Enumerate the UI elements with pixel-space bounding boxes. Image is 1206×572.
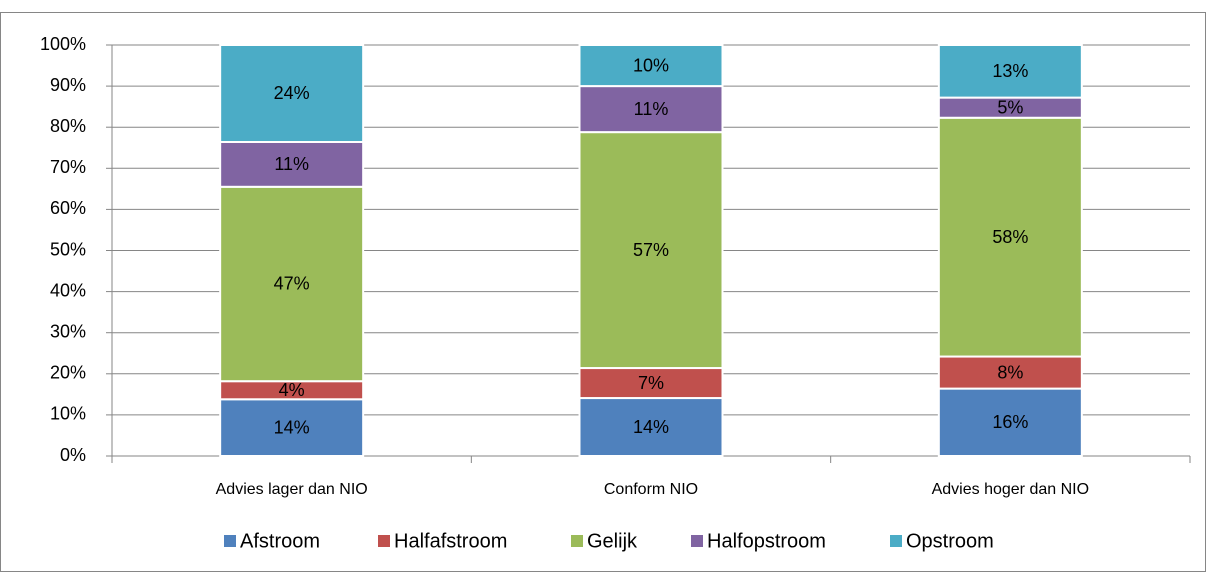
bar-segment: [937, 116, 1083, 358]
bar-segment: [937, 355, 1083, 390]
legend-swatch: [571, 535, 583, 547]
legend-label: Opstroom: [906, 530, 994, 552]
x-tick-label: Conform NIO: [604, 481, 698, 498]
x-tick-label: Advies hoger dan NIO: [932, 481, 1089, 498]
legend-label: Halfafstroom: [394, 530, 507, 552]
legend-swatch: [378, 535, 390, 547]
y-tick-label: 0%: [60, 445, 86, 465]
y-tick-label: 70%: [50, 157, 86, 177]
data-label: 11%: [274, 154, 309, 174]
data-label: 57%: [633, 240, 669, 260]
data-label: 47%: [274, 274, 310, 294]
bar-segment: [219, 44, 365, 143]
bar-segment: [578, 367, 724, 400]
data-label: 8%: [997, 362, 1023, 382]
data-label: 11%: [634, 99, 669, 119]
bar-segment: [578, 44, 724, 88]
y-tick-label: 10%: [50, 404, 86, 424]
y-tick-label: 60%: [50, 198, 86, 218]
bar-segment: [578, 131, 724, 370]
bar-segment: [578, 85, 724, 134]
legend-swatch: [890, 535, 902, 547]
bar-segment: [219, 185, 365, 383]
y-tick-label: 40%: [50, 280, 86, 300]
y-tick-label: 100%: [40, 34, 86, 54]
bar-segment: [937, 387, 1083, 458]
y-tick-label: 80%: [50, 116, 86, 136]
bar-segment: [219, 398, 365, 458]
data-label: 14%: [274, 417, 310, 437]
data-label: 58%: [992, 227, 1028, 247]
bar-segment: [578, 397, 724, 458]
bar-segment: [937, 44, 1083, 99]
data-label: 16%: [992, 412, 1028, 432]
data-label: 10%: [633, 55, 669, 75]
legend-label: Halfopstroom: [707, 530, 826, 552]
data-label: 7%: [638, 373, 664, 393]
y-tick-label: 30%: [50, 321, 86, 341]
data-label: 13%: [992, 61, 1028, 81]
legend-label: Gelijk: [587, 530, 638, 552]
data-label: 5%: [997, 97, 1023, 117]
legend-swatch: [224, 535, 236, 547]
legend-swatch: [691, 535, 703, 547]
y-tick-label: 20%: [50, 363, 86, 383]
legend-label: Afstroom: [240, 530, 320, 552]
data-label: 4%: [279, 380, 305, 400]
x-tick-label: Advies lager dan NIO: [216, 481, 368, 498]
y-tick-label: 50%: [50, 239, 86, 259]
data-label: 24%: [274, 83, 310, 103]
y-tick-label: 90%: [50, 75, 86, 95]
data-label: 14%: [633, 417, 669, 437]
